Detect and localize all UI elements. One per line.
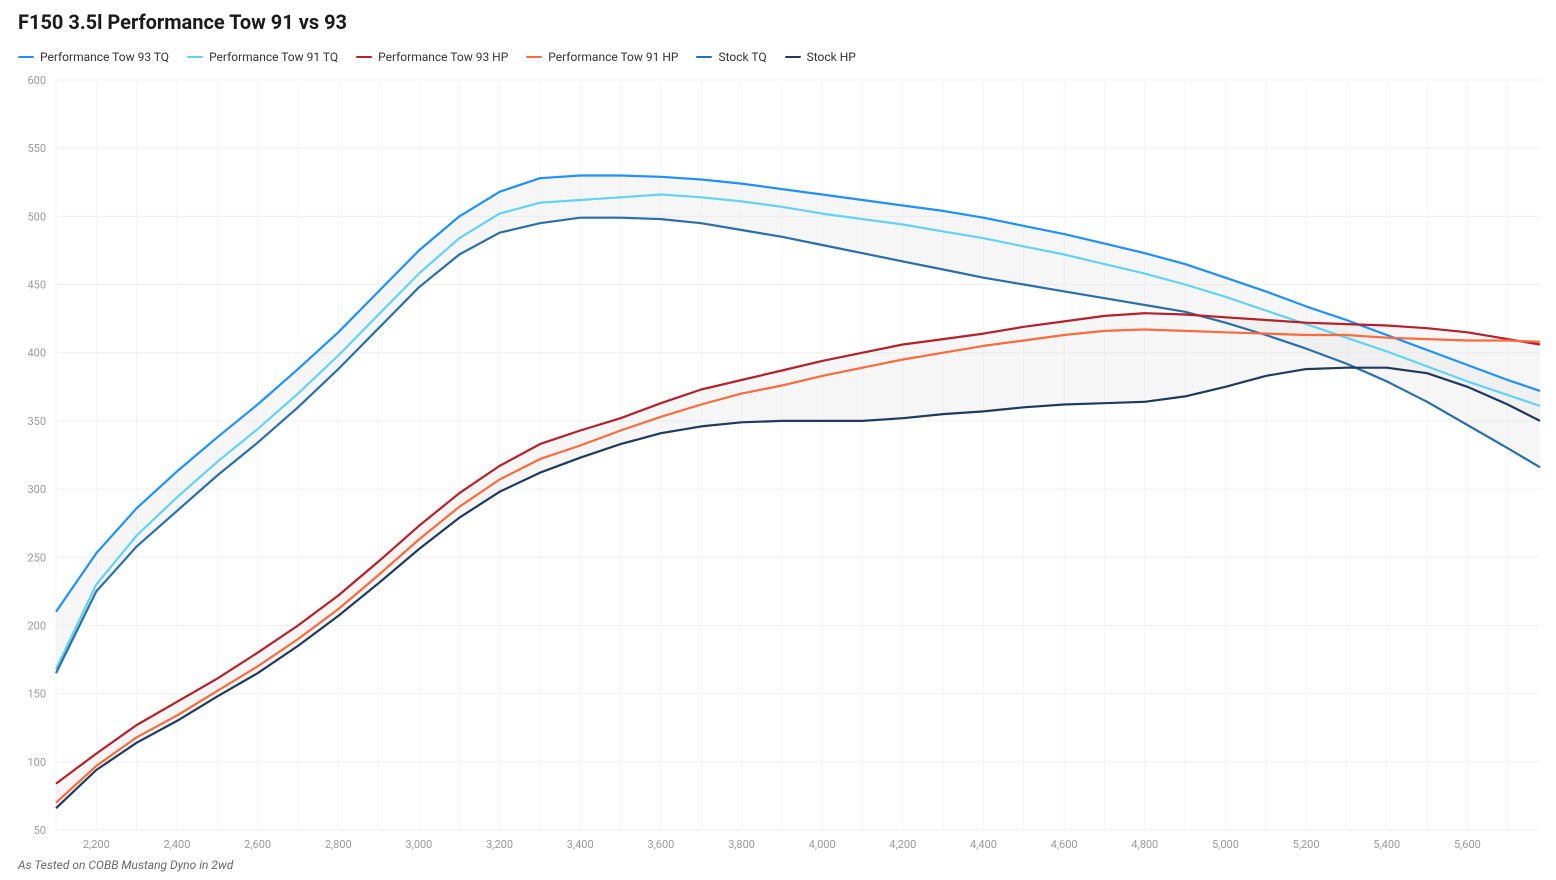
y-axis-tick-label: 150 bbox=[27, 688, 46, 701]
x-axis-tick-label: 2,600 bbox=[244, 838, 271, 851]
x-axis-tick-label: 5,000 bbox=[1212, 838, 1239, 851]
y-axis-tick-label: 450 bbox=[27, 279, 46, 292]
x-axis-tick-label: 4,200 bbox=[889, 838, 916, 851]
x-axis-tick-label: 4,000 bbox=[809, 838, 836, 851]
y-axis-tick-label: 100 bbox=[27, 756, 46, 769]
y-axis-tick-label: 500 bbox=[27, 210, 46, 223]
y-axis-tick-label: 600 bbox=[27, 74, 46, 87]
x-axis-tick-label: 5,200 bbox=[1293, 838, 1320, 851]
series-line-stockHP bbox=[56, 368, 1540, 809]
x-axis-tick-label: 4,400 bbox=[970, 838, 997, 851]
x-axis-tick-label: 4,600 bbox=[1051, 838, 1078, 851]
x-axis-tick-label: 3,200 bbox=[486, 838, 513, 851]
y-axis-tick-label: 300 bbox=[27, 483, 46, 496]
x-axis-tick-label: 3,800 bbox=[728, 838, 755, 851]
y-axis-tick-label: 350 bbox=[27, 415, 46, 428]
series-line-tq91 bbox=[56, 195, 1540, 670]
y-axis-tick-label: 250 bbox=[27, 551, 46, 564]
x-axis-tick-label: 2,200 bbox=[83, 838, 110, 851]
y-axis-tick-label: 550 bbox=[27, 142, 46, 155]
x-axis-tick-label: 4,800 bbox=[1131, 838, 1158, 851]
x-axis-tick-label: 5,600 bbox=[1454, 838, 1481, 851]
x-axis-tick-label: 2,800 bbox=[325, 838, 352, 851]
y-axis-tick-label: 400 bbox=[27, 347, 46, 360]
y-axis-tick-label: 50 bbox=[34, 824, 46, 837]
x-axis-tick-label: 2,400 bbox=[164, 838, 191, 851]
chart-footer: As Tested on COBB Mustang Dyno in 2wd bbox=[18, 858, 233, 872]
series-line-stockTQ bbox=[56, 218, 1540, 674]
y-axis-tick-label: 200 bbox=[27, 619, 46, 632]
x-axis-tick-label: 3,600 bbox=[647, 838, 674, 851]
x-axis-tick-label: 3,400 bbox=[567, 838, 594, 851]
x-axis-tick-label: 3,000 bbox=[405, 838, 432, 851]
chart-plot: 50 100 150 200 250 300 350 400 450 500 550 600 2,200… bbox=[0, 0, 1556, 880]
x-axis-tick-label: 5,400 bbox=[1373, 838, 1400, 851]
